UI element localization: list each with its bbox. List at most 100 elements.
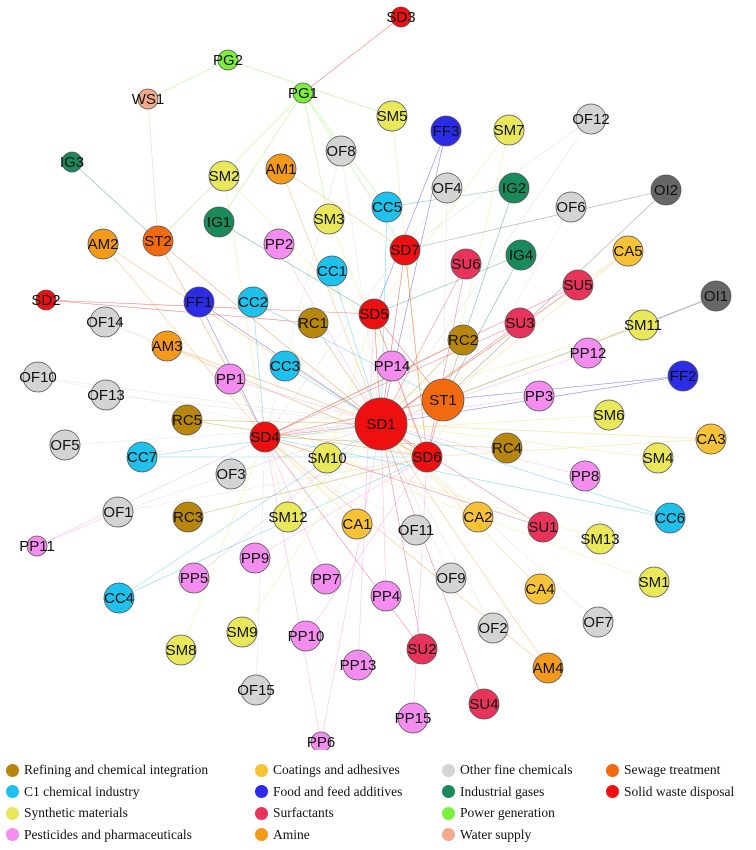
node-circle-cc5 xyxy=(371,191,403,223)
node-of13: OF13 xyxy=(87,379,125,411)
node-ig4: IG4 xyxy=(505,239,537,271)
node-circle-ig4 xyxy=(505,239,537,271)
node-ig1: IG1 xyxy=(203,206,235,238)
node-circle-rc2 xyxy=(447,324,479,356)
legend-item-ig: Industrial gases xyxy=(442,782,544,802)
node-of11: OF11 xyxy=(398,514,434,546)
node-circle-sd1 xyxy=(354,397,408,451)
node-circle-ca5 xyxy=(612,235,644,267)
edge-sd2-rc1 xyxy=(45,299,314,324)
node-label-ig4: IG4 xyxy=(509,247,533,264)
edge-of4-st1 xyxy=(442,187,448,401)
node-circle-ig2 xyxy=(498,172,530,204)
node-label-cc6: CC6 xyxy=(655,510,685,527)
edge-cc2-sd4 xyxy=(252,301,266,438)
edge-of8-sd1 xyxy=(340,150,382,425)
node-label-oi1: OI1 xyxy=(704,288,728,305)
node-circle-am1 xyxy=(265,153,297,185)
node-label-sm12: SM12 xyxy=(268,509,307,526)
edge-sm3-sd6 xyxy=(328,218,428,458)
edge-of5-sd1 xyxy=(64,423,382,446)
node-label-sm4: SM4 xyxy=(643,450,674,467)
legend-item-of: Other fine chemicals xyxy=(442,760,572,780)
node-circle-sd7 xyxy=(389,234,421,266)
edge-rc3-sd6 xyxy=(187,456,428,518)
node-label-of6: OF6 xyxy=(556,199,585,216)
edge-su1-sd1 xyxy=(380,423,544,528)
node-label-of9: OF9 xyxy=(436,570,465,587)
node-circle-sd6 xyxy=(411,441,443,473)
node-label-cc1: CC1 xyxy=(317,263,347,280)
edge-su6-sd6 xyxy=(426,263,467,458)
node-pp11: PP11 xyxy=(19,535,55,557)
edge-su2-sd4 xyxy=(264,436,423,650)
edge-ff2-st1 xyxy=(442,375,684,401)
node-sm7: SM7 xyxy=(494,114,525,146)
node-label-sd4: SD4 xyxy=(250,429,279,446)
node-label-sm5: SM5 xyxy=(377,108,408,125)
legend-swatch xyxy=(6,806,19,820)
node-sm3: SM3 xyxy=(314,203,344,235)
node-circle-of11 xyxy=(400,514,432,546)
node-label-rc1: RC1 xyxy=(298,315,328,332)
edge-ig3-st2 xyxy=(71,161,159,242)
node-label-sm13: SM13 xyxy=(580,531,619,548)
node-circle-pp12 xyxy=(572,337,604,369)
node-su6: SU6 xyxy=(450,248,482,280)
edge-ca3-sd1 xyxy=(380,423,712,440)
node-circle-of9 xyxy=(435,562,467,594)
node-label-cc5: CC5 xyxy=(372,199,402,216)
node-pp4: PP4 xyxy=(370,580,402,612)
node-circle-ff2 xyxy=(667,360,699,392)
node-label-ig1: IG1 xyxy=(207,214,231,231)
node-pp3: PP3 xyxy=(523,380,555,412)
node-circle-cc3 xyxy=(269,350,301,382)
edge-sd3-pg1 xyxy=(302,16,402,94)
node-circle-of12 xyxy=(575,103,607,135)
node-label-am2: AM2 xyxy=(88,236,119,253)
node-sd3: SD3 xyxy=(386,6,416,28)
node-circle-pp6 xyxy=(310,731,332,750)
node-label-pg2: PG2 xyxy=(213,52,243,69)
node-circle-pp10 xyxy=(290,620,322,652)
node-am1: AM1 xyxy=(265,153,297,185)
node-label-sd3: SD3 xyxy=(386,9,415,26)
legend-swatch xyxy=(6,785,19,798)
node-label-ff2: FF2 xyxy=(670,368,697,385)
node-rc3: RC3 xyxy=(172,501,204,533)
node-label-rc2: RC2 xyxy=(448,332,478,349)
node-label-ca4: CA4 xyxy=(525,581,554,598)
node-circle-of1 xyxy=(102,496,134,528)
node-pg2: PG2 xyxy=(213,49,243,71)
node-label-cc4: CC4 xyxy=(104,590,134,607)
node-label-sm7: SM7 xyxy=(494,122,525,139)
node-of3: OF3 xyxy=(215,458,247,490)
node-circle-of3 xyxy=(215,458,247,490)
edge-rc5-sd6 xyxy=(186,419,428,458)
node-circle-sd4 xyxy=(249,421,281,453)
node-sm6: SM6 xyxy=(594,399,624,431)
legend-item-sm: Synthetic materials xyxy=(6,803,128,823)
node-label-rc4: RC4 xyxy=(492,440,522,457)
node-label-oi2: OI2 xyxy=(654,182,678,199)
node-label-pp6: PP6 xyxy=(307,734,335,750)
node-label-of1: OF1 xyxy=(103,504,132,521)
legend-item-rc: Refining and chemical integration xyxy=(6,760,208,780)
legend-swatch xyxy=(442,806,455,820)
node-ca5: CA5 xyxy=(612,235,644,267)
edge-ca4-sd1 xyxy=(380,423,541,590)
edge-pp13-sd5 xyxy=(357,313,375,666)
node-label-of3: OF3 xyxy=(216,466,245,483)
node-circle-ca1 xyxy=(341,508,373,540)
node-sd4: SD4 xyxy=(249,421,281,453)
node-circle-am4 xyxy=(532,652,564,684)
legend-label: Sewage treatment xyxy=(624,762,721,777)
edge-su2-sd1 xyxy=(380,423,423,650)
node-sd1: SD1 xyxy=(354,397,408,451)
legend-item-am: Amine xyxy=(255,825,310,845)
node-label-of4: OF4 xyxy=(432,180,461,197)
node-circle-rc1 xyxy=(297,307,329,339)
edge-pp8-sd1 xyxy=(380,423,586,477)
node-rc1: RC1 xyxy=(297,307,329,339)
node-circle-pp1 xyxy=(214,363,246,395)
